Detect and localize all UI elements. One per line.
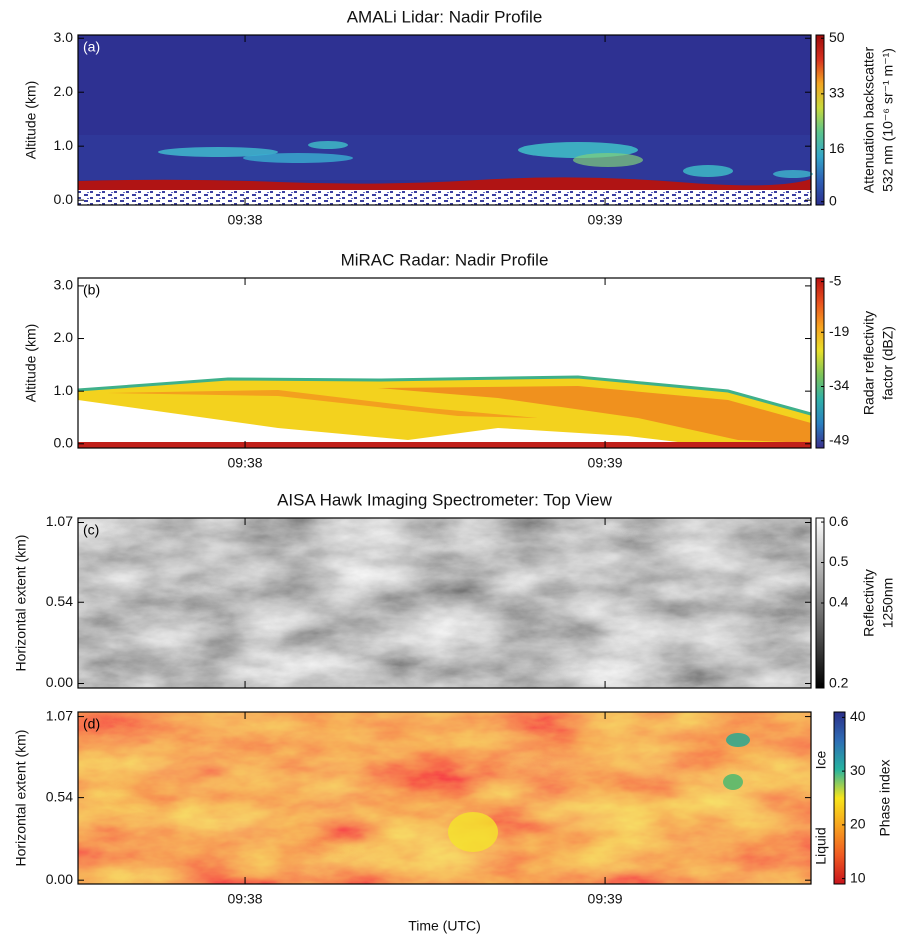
colorbar-tick-label: 40 (850, 708, 866, 724)
y-tick-label: 2.0 (54, 83, 74, 99)
colorbar-tick-label: 30 (850, 762, 866, 778)
y-tick-label: 0.54 (46, 788, 73, 804)
y-tick-label: 1.0 (54, 137, 74, 153)
panel-title: AISA Hawk Imaging Spectrometer: Top View (277, 490, 613, 509)
lidar-cloud (773, 170, 813, 178)
y-tick-label: 2.0 (54, 329, 74, 345)
radar-cloud-top (77, 375, 812, 416)
y-tick-label: 1.0 (54, 382, 74, 398)
colorbar-tick-label: 16 (829, 140, 845, 156)
lidar-surface-band (78, 177, 811, 190)
colorbar-label: Phase index (877, 759, 893, 836)
colorbar-tick-label: -34 (829, 377, 849, 393)
radar-band (108, 390, 538, 418)
colorbar-tick-label: 0.2 (829, 675, 849, 691)
panel-label: (b) (83, 282, 100, 298)
y-tick-label: 0.00 (46, 674, 73, 690)
colorbar-tick-label: 10 (850, 869, 866, 885)
phase-image (78, 712, 811, 884)
colorbar-tick-label: 0.6 (829, 513, 849, 529)
panel-title: MiRAC Radar: Nadir Profile (341, 250, 549, 269)
y-tick-label: 3.0 (54, 29, 74, 45)
plot-frame (77, 34, 812, 206)
colorbar-label: 1250nm (880, 578, 896, 629)
lidar-cloud (683, 165, 733, 177)
reflectivity-texture (78, 518, 811, 688)
radar-band (378, 386, 811, 443)
colorbar-tick-label: 33 (829, 85, 845, 101)
y-tick-label: 0.54 (46, 593, 73, 609)
colorbar-tick-label: 0 (829, 192, 837, 208)
colorbar-tick-label: 0.5 (829, 553, 849, 569)
colorbar-label: Radar reflectivity (861, 311, 877, 415)
x-tick-label: 09:38 (228, 455, 263, 471)
y-axis-label: Altitude (km) (23, 81, 39, 160)
panel-label: (a) (83, 39, 100, 55)
y-tick-label: 0.00 (46, 871, 73, 887)
lidar-cloud (158, 147, 278, 157)
panel-title: AMALi Lidar: Nadir Profile (347, 7, 543, 26)
x-tick-label: 09:39 (588, 212, 623, 228)
reflectivity-image (78, 518, 811, 688)
colorbar-tick-label: -19 (829, 323, 849, 339)
x-tick-label: 09:39 (588, 891, 623, 907)
ice-label: Ice (813, 750, 829, 769)
panel-label: (d) (83, 716, 100, 732)
colorbar-label: Reflectivity (861, 569, 877, 637)
liquid-label: Liquid (813, 827, 829, 864)
colorbar-tick-label: -5 (829, 272, 842, 288)
colorbar-tick-label: -49 (829, 431, 849, 447)
lidar-image (78, 35, 813, 205)
y-axis-label: Altitude (km) (23, 324, 39, 403)
lidar-cloud (243, 153, 353, 163)
y-tick-label: 0.0 (54, 191, 74, 207)
colorbar-tick-label: 50 (829, 29, 845, 45)
phase-ice-patch (726, 733, 750, 747)
plot-frame (77, 277, 812, 449)
colorbar-tick-label: 20 (850, 816, 866, 832)
panel-label: (c) (83, 522, 99, 538)
y-tick-label: 1.07 (46, 707, 73, 723)
x-tick-label: 09:38 (228, 212, 263, 228)
y-axis-label: Horizontal extent (km) (13, 535, 29, 672)
lidar-cloud (573, 153, 643, 167)
x-axis-label: Time (UTC) (408, 918, 481, 934)
x-tick-label: 09:38 (228, 891, 263, 907)
x-tick-label: 09:39 (588, 455, 623, 471)
phase-texture (78, 712, 811, 884)
colorbar (815, 277, 825, 449)
y-tick-label: 3.0 (54, 277, 74, 293)
colorbar-label: Attenuation backscatter (861, 47, 877, 194)
colorbar (833, 711, 846, 885)
lidar-cloud (308, 141, 348, 149)
y-tick-label: 1.07 (46, 513, 73, 529)
radar-surface (78, 442, 811, 448)
plot-frame (77, 517, 812, 689)
y-tick-label: 0.0 (54, 434, 74, 450)
y-axis-label: Horizontal extent (km) (13, 730, 29, 867)
colorbar-label: 532 nm (10⁻⁶ sr⁻¹ m⁻¹) (880, 48, 896, 192)
colorbar (815, 34, 825, 206)
phase-ice-patch (723, 774, 743, 790)
phase-liquid-patch (448, 812, 498, 852)
radar-image (77, 375, 812, 448)
colorbar-label: factor (dBZ) (880, 326, 896, 400)
colorbar-tick-label: 0.4 (829, 594, 849, 610)
lidar-surface-noise (78, 190, 811, 205)
